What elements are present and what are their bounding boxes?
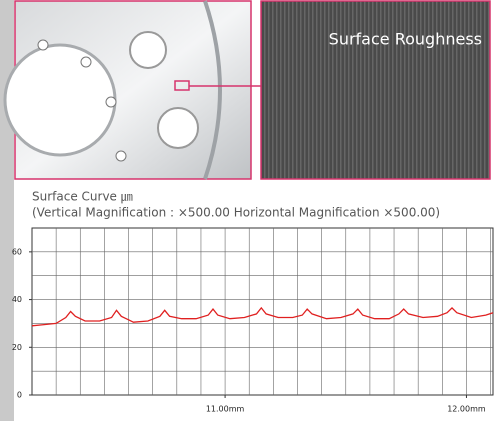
y-tick-label: 40 [12, 295, 22, 304]
chart-subtitle: (Vertical Magnification : ×500.00 Horizo… [32, 206, 440, 220]
y-tick-label: 20 [12, 343, 22, 352]
chart-title: Surface Curve ㎛ [32, 190, 133, 204]
x-tick-label: 11.00mm [206, 405, 245, 414]
x-tick-label: 12.00mm [447, 405, 486, 414]
side-bar [0, 0, 14, 421]
wheel-image [5, 1, 261, 179]
page: {"image_label": "Surface Roughness", "ch… [0, 0, 498, 421]
roughness-image: Surface Roughness [261, 1, 490, 179]
plot-frame [32, 228, 493, 395]
y-tick-label: 0 [17, 391, 22, 400]
screen: Surface Roughness Surface Curve ㎛ (Verti… [0, 0, 498, 421]
image-label: Surface Roughness [329, 30, 482, 49]
y-tick-label: 60 [12, 247, 22, 256]
